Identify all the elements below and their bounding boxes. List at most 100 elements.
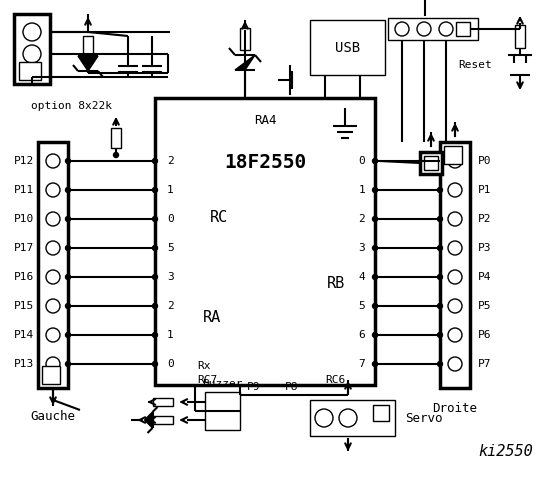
Text: Buzzer: Buzzer <box>202 379 242 389</box>
Circle shape <box>437 275 442 279</box>
Text: 0: 0 <box>358 156 365 166</box>
Bar <box>444 146 462 164</box>
Circle shape <box>373 245 378 251</box>
Text: RC7: RC7 <box>197 375 217 385</box>
Bar <box>456 22 470 36</box>
Circle shape <box>373 158 378 164</box>
Text: P14: P14 <box>14 330 34 340</box>
Circle shape <box>373 361 378 367</box>
Text: P13: P13 <box>14 359 34 369</box>
Text: RB: RB <box>327 276 345 290</box>
Text: 5: 5 <box>167 243 174 253</box>
Text: 4: 4 <box>358 272 365 282</box>
Text: 0: 0 <box>167 359 174 369</box>
Text: 6: 6 <box>358 330 365 340</box>
Text: RC6: RC6 <box>325 375 345 385</box>
Bar <box>388 18 478 40</box>
Bar <box>310 400 395 436</box>
Circle shape <box>153 245 158 251</box>
Text: USB: USB <box>335 40 360 55</box>
Text: P4: P4 <box>478 272 492 282</box>
Polygon shape <box>235 55 255 70</box>
Bar <box>310 20 385 75</box>
Circle shape <box>153 303 158 309</box>
Text: P10: P10 <box>14 214 34 224</box>
Text: 3: 3 <box>358 243 365 253</box>
Text: P8: P8 <box>285 382 299 392</box>
Text: P2: P2 <box>478 214 492 224</box>
Text: P9: P9 <box>247 382 260 392</box>
Circle shape <box>153 158 158 164</box>
Circle shape <box>153 275 158 279</box>
Circle shape <box>437 216 442 221</box>
Bar <box>153 398 173 406</box>
Text: Servo: Servo <box>405 411 442 424</box>
Text: 2: 2 <box>358 214 365 224</box>
Text: 5: 5 <box>358 301 365 311</box>
Circle shape <box>153 361 158 367</box>
Text: P0: P0 <box>478 156 492 166</box>
Text: Droite: Droite <box>432 401 477 415</box>
Circle shape <box>65 188 70 192</box>
Text: Rx: Rx <box>197 361 211 371</box>
Text: P1: P1 <box>478 185 492 195</box>
Circle shape <box>437 188 442 192</box>
Circle shape <box>373 275 378 279</box>
Circle shape <box>153 216 158 221</box>
Bar <box>515 25 525 48</box>
Text: P7: P7 <box>478 359 492 369</box>
Circle shape <box>373 216 378 221</box>
Bar <box>424 156 438 170</box>
Circle shape <box>437 361 442 367</box>
Text: Reset: Reset <box>458 60 492 70</box>
Bar <box>205 392 239 430</box>
Circle shape <box>153 333 158 337</box>
Circle shape <box>65 275 70 279</box>
Circle shape <box>373 303 378 309</box>
Circle shape <box>65 333 70 337</box>
Text: option 8x22k: option 8x22k <box>31 101 112 111</box>
Circle shape <box>65 158 70 164</box>
Bar <box>240 28 250 50</box>
Circle shape <box>437 158 442 164</box>
Circle shape <box>373 333 378 337</box>
Text: 7: 7 <box>358 359 365 369</box>
Text: P3: P3 <box>478 243 492 253</box>
Circle shape <box>373 188 378 192</box>
Polygon shape <box>78 56 98 71</box>
Circle shape <box>65 361 70 367</box>
Circle shape <box>113 153 118 157</box>
Bar <box>155 98 375 385</box>
Bar <box>38 142 68 388</box>
Text: ki2550: ki2550 <box>478 444 533 459</box>
Bar <box>14 14 50 84</box>
Circle shape <box>65 216 70 221</box>
Text: P6: P6 <box>478 330 492 340</box>
Text: P11: P11 <box>14 185 34 195</box>
Text: 1: 1 <box>358 185 365 195</box>
Bar <box>420 152 442 174</box>
Text: RC: RC <box>210 211 228 226</box>
Circle shape <box>65 303 70 309</box>
Circle shape <box>437 303 442 309</box>
Text: 0: 0 <box>167 214 174 224</box>
Text: P17: P17 <box>14 243 34 253</box>
Bar <box>373 405 389 421</box>
Text: RA: RA <box>203 311 221 325</box>
Text: RA4: RA4 <box>254 113 276 127</box>
Text: P5: P5 <box>478 301 492 311</box>
Bar <box>19 62 41 80</box>
Text: 3: 3 <box>167 272 174 282</box>
Circle shape <box>437 245 442 251</box>
Text: Gauche: Gauche <box>30 409 76 422</box>
Bar <box>111 128 121 148</box>
Text: 1: 1 <box>167 330 174 340</box>
Polygon shape <box>144 412 153 428</box>
Bar <box>440 142 470 388</box>
Text: 2: 2 <box>167 156 174 166</box>
Text: 1: 1 <box>167 185 174 195</box>
Circle shape <box>65 245 70 251</box>
Circle shape <box>153 188 158 192</box>
Bar <box>153 416 173 424</box>
Text: P15: P15 <box>14 301 34 311</box>
